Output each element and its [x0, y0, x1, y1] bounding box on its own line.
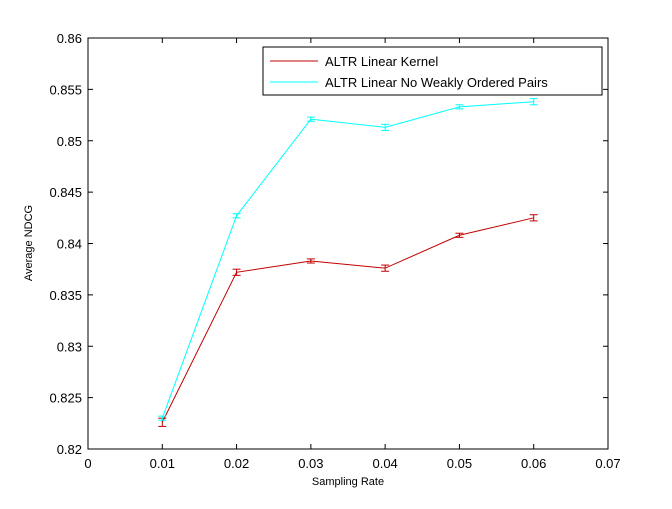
error-bar-altr-linear-kernel — [232, 268, 241, 276]
legend-box — [262, 46, 603, 96]
series-layer — [158, 98, 538, 427]
y-tick-label: 0.825 — [49, 391, 82, 406]
x-tick-label: 0.05 — [447, 456, 472, 471]
x-tick-label: 0.04 — [372, 456, 397, 471]
error-bar-altr-linear-no-weakly-ordered-pairs — [529, 98, 538, 106]
y-tick-label: 0.835 — [49, 288, 82, 303]
x-axis: 0 0.01 0.02 0.03 0.04 0.05 0.06 0.07 — [84, 38, 621, 471]
plot-area — [87, 37, 609, 450]
error-bar-altr-linear-kernel — [306, 258, 315, 264]
y-axis: 0.82 0.825 0.83 0.835 0.84 0.845 0.85 0.855 0.86 — [49, 31, 608, 457]
x-tick-label: 0.02 — [224, 456, 249, 471]
series-line-altr-linear-kernel — [161, 217, 534, 423]
x-tick-label: 0 — [84, 456, 91, 471]
error-bar-altr-linear-no-weakly-ordered-pairs — [232, 213, 241, 219]
error-bar-altr-linear-no-weakly-ordered-pairs — [455, 104, 464, 110]
legend: ALTR Linear Kernel ALTR Linear No Weakly… — [262, 46, 603, 96]
x-axis-title: Sampling Rate — [312, 476, 384, 488]
error-bar-altr-linear-kernel — [455, 232, 464, 238]
y-tick-label: 0.845 — [49, 185, 82, 200]
error-bar-altr-linear-no-weakly-ordered-pairs — [158, 415, 167, 421]
x-tick-label: 0.01 — [150, 456, 175, 471]
error-bar-altr-linear-kernel — [529, 214, 538, 222]
error-bar-altr-linear-no-weakly-ordered-pairs — [381, 123, 390, 131]
y-tick-label: 0.84 — [57, 237, 82, 252]
y-tick-label: 0.85 — [57, 134, 82, 149]
legend-label-altr-linear-kernel: ALTR Linear Kernel — [325, 54, 438, 69]
series-line-altr-linear-no-weakly-ordered-pairs — [161, 101, 534, 419]
y-tick-label: 0.855 — [49, 82, 82, 97]
x-tick-label: 0.06 — [521, 456, 546, 471]
error-bar-altr-linear-kernel — [381, 264, 390, 272]
error-bar-altr-linear-no-weakly-ordered-pairs — [306, 116, 315, 122]
y-tick-label: 0.82 — [57, 442, 82, 457]
legend-label-altr-linear-no-weakly-ordered-pairs: ALTR Linear No Weakly Ordered Pairs — [325, 75, 548, 90]
y-tick-label: 0.86 — [57, 31, 82, 46]
x-tick-label: 0.07 — [595, 456, 620, 471]
x-tick-label: 0.03 — [298, 456, 323, 471]
y-axis-title: Average NDCG — [23, 205, 35, 281]
y-tick-label: 0.83 — [57, 339, 82, 354]
